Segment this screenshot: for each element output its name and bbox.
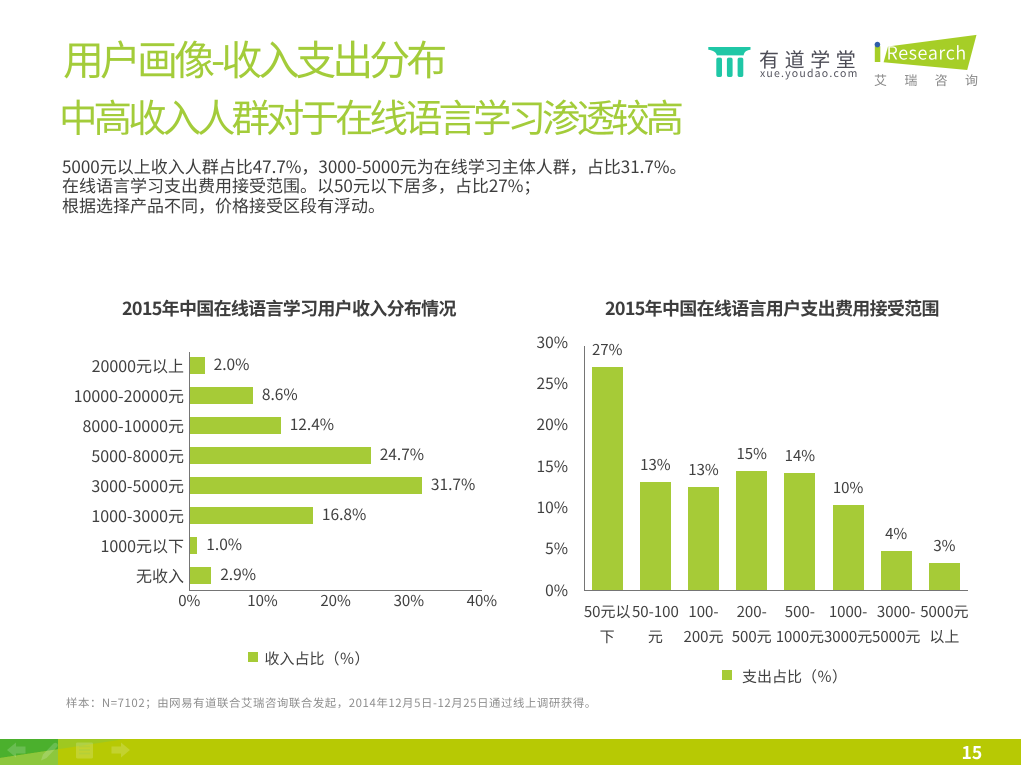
svg-text:Research: Research (887, 39, 967, 65)
